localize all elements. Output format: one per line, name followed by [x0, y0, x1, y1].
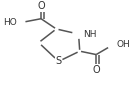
Text: OH: OH [116, 40, 130, 49]
Text: O: O [37, 1, 45, 11]
Text: HO: HO [3, 19, 16, 27]
Text: S: S [56, 56, 62, 66]
Text: NH: NH [83, 30, 97, 39]
Text: O: O [92, 65, 100, 75]
